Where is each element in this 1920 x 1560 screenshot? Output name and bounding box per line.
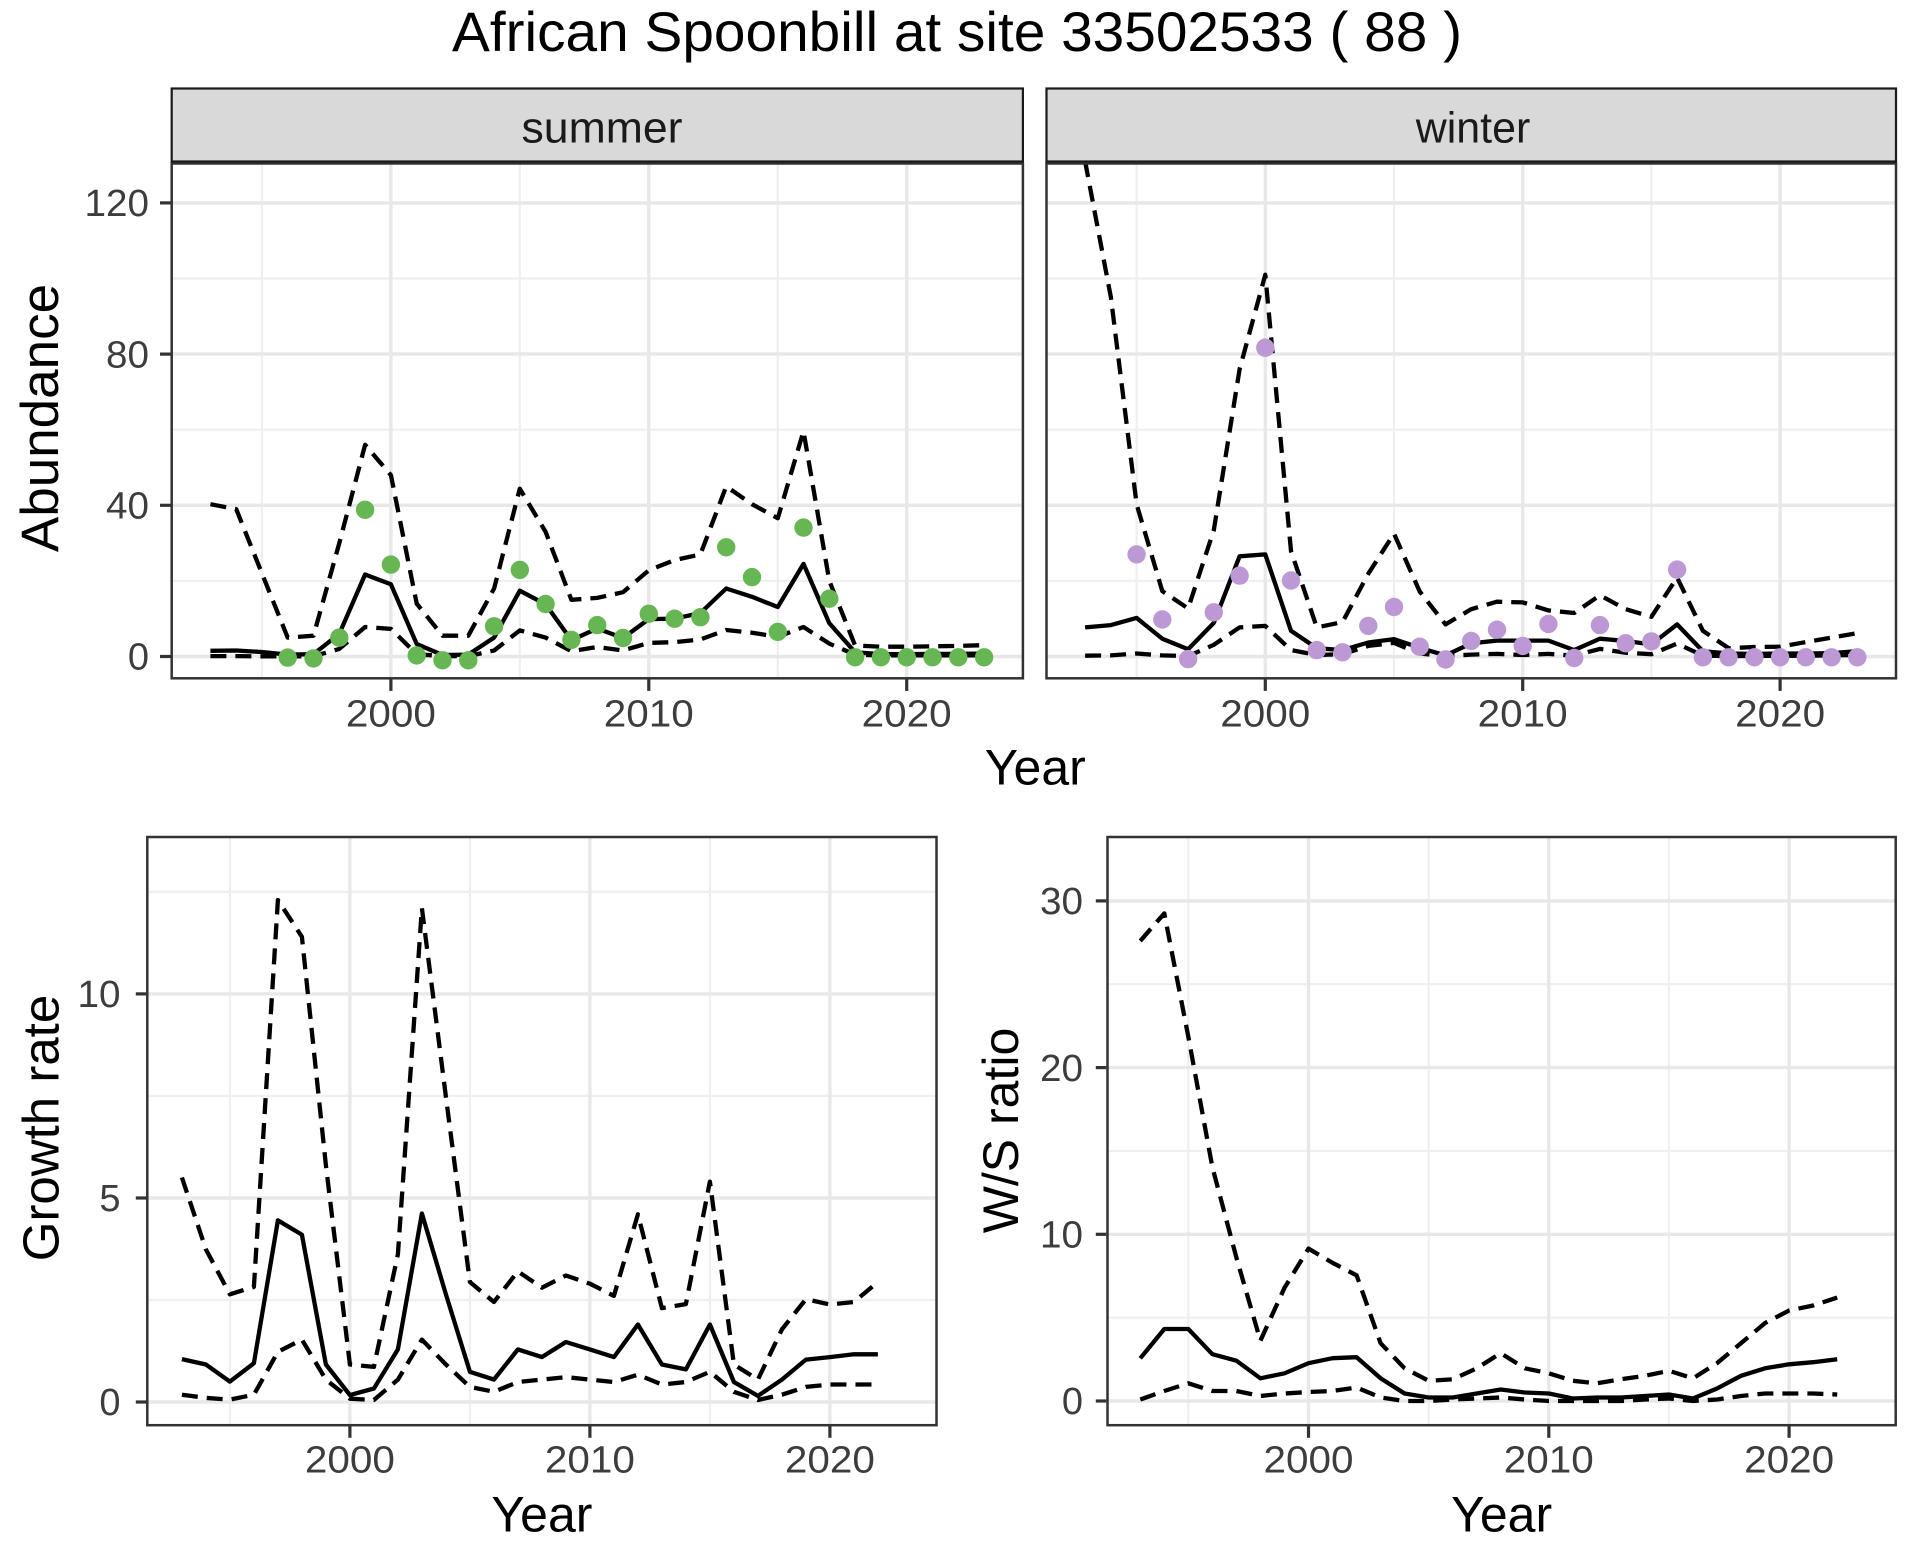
svg-text:30: 30 xyxy=(1040,881,1083,923)
svg-text:Growth rate: Growth rate xyxy=(13,995,70,1261)
svg-text:2000: 2000 xyxy=(346,694,436,736)
svg-text:2020: 2020 xyxy=(1735,694,1825,736)
svg-text:2010: 2010 xyxy=(604,694,694,736)
svg-text:2000: 2000 xyxy=(1220,694,1310,736)
svg-text:winter: winter xyxy=(1415,105,1530,153)
svg-text:summer: summer xyxy=(522,105,683,153)
svg-text:2020: 2020 xyxy=(785,1440,875,1482)
svg-text:0: 0 xyxy=(1062,1381,1083,1423)
svg-text:2000: 2000 xyxy=(305,1440,395,1482)
svg-text:2020: 2020 xyxy=(862,694,952,736)
svg-text:Abundance: Abundance xyxy=(11,284,70,552)
svg-text:5: 5 xyxy=(99,1178,120,1220)
svg-text:80: 80 xyxy=(106,334,149,376)
svg-text:Year: Year xyxy=(491,1486,592,1542)
svg-text:2020: 2020 xyxy=(1744,1440,1834,1482)
svg-text:2010: 2010 xyxy=(545,1440,635,1482)
svg-text:Year: Year xyxy=(985,740,1086,796)
svg-text:10: 10 xyxy=(1040,1215,1083,1257)
svg-text:W/S ratio: W/S ratio xyxy=(973,1028,1029,1234)
svg-text:2010: 2010 xyxy=(1504,1440,1594,1482)
svg-text:0: 0 xyxy=(99,1382,120,1424)
svg-text:0: 0 xyxy=(128,637,149,679)
svg-text:120: 120 xyxy=(85,183,150,225)
svg-text:Year: Year xyxy=(1451,1486,1552,1542)
svg-text:2000: 2000 xyxy=(1264,1440,1354,1482)
svg-text:10: 10 xyxy=(78,974,121,1016)
svg-text:2010: 2010 xyxy=(1478,694,1568,736)
svg-text:40: 40 xyxy=(106,486,149,528)
svg-text:20: 20 xyxy=(1040,1048,1083,1090)
svg-text:African Spoonbill at site 3350: African Spoonbill at site 33502533 ( 88 … xyxy=(452,0,1462,63)
